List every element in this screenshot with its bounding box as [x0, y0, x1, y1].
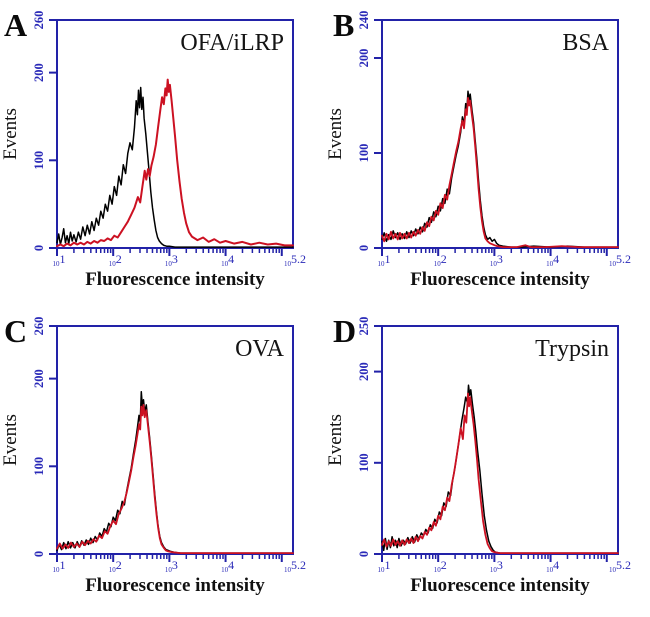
x-tick-label: 104: [546, 558, 559, 574]
red-trace: [56, 78, 294, 248]
panel-a: A Events 101 102 103 104 105.2 0 100 200 260 OFA…: [0, 0, 325, 306]
red-trace: [56, 404, 294, 555]
x-tick-label: 105.2: [609, 252, 631, 268]
y-tick-label: 100: [357, 144, 371, 163]
y-tick-label: 260: [32, 11, 46, 30]
y-tick-label: 100: [32, 151, 46, 170]
panel-letter: D: [333, 313, 356, 349]
plot-area: 101 102 103 104 105.2 0 100 200 240: [357, 11, 631, 268]
x-tick-label: 102: [109, 252, 122, 268]
y-axis-label: Events: [0, 414, 21, 466]
plot-frame: [56, 325, 294, 555]
y-tick-label: 200: [32, 63, 46, 82]
x-tick-label: 105.2: [284, 252, 306, 268]
x-tick-label: 103: [165, 252, 178, 268]
y-tick-label: 240: [357, 11, 371, 30]
x-tick-label: 101: [378, 558, 391, 574]
panel-title: OFA/iLRP: [180, 30, 284, 56]
y-tick-label: 0: [32, 245, 46, 251]
x-tick-label: 104: [221, 252, 234, 268]
panel-c: C Events 101 102 103 104 105.2 0 100 200 260 OVA…: [0, 306, 325, 612]
panel-d-chart: D Events 101 102 103 104 105.2 0 100 200 250 Try…: [325, 313, 631, 596]
x-tick-label: 103: [490, 252, 503, 268]
panel-letter: C: [4, 313, 27, 349]
y-tick-label: 0: [357, 551, 371, 557]
x-axis-label: Fluorescence intensity: [85, 575, 265, 596]
y-tick-label: 200: [357, 49, 371, 68]
y-tick-label: 100: [357, 453, 371, 472]
plot-area: 101 102 103 104 105.2 0 100 200 250: [357, 317, 631, 574]
x-tick-label: 102: [434, 558, 447, 574]
black-trace: [56, 391, 294, 554]
x-tick-label: 102: [434, 252, 447, 268]
panel-letter: A: [4, 7, 27, 43]
y-tick-label: 100: [32, 457, 46, 476]
x-tick-label: 102: [109, 558, 122, 574]
y-axis-label: Events: [0, 108, 21, 160]
plot-area: 101 102 103 104 105.2 0 100 200 260: [32, 317, 306, 574]
black-trace: [381, 384, 619, 554]
x-tick-label: 104: [221, 558, 234, 574]
plot-frame: [381, 19, 619, 249]
y-axis-label: Events: [325, 108, 346, 160]
y-tick-label: 200: [357, 362, 371, 381]
x-tick-label: 103: [165, 558, 178, 574]
panel-a-chart: A Events 101 102 103 104 105.2 0 100 200 260 OFA…: [0, 7, 306, 290]
black-trace: [381, 90, 619, 248]
y-tick-label: 0: [32, 551, 46, 557]
y-tick-label: 0: [357, 245, 371, 251]
x-tick-label: 104: [546, 252, 559, 268]
red-trace: [381, 392, 619, 555]
x-tick-label: 101: [378, 252, 391, 268]
x-tick-label: 105.2: [609, 558, 631, 574]
panel-title: BSA: [562, 30, 609, 56]
panel-b: B Events 101 102 103 104 105.2 0 100 200 240 BSA…: [325, 0, 650, 306]
panel-letter: B: [333, 7, 354, 43]
x-tick-label: 103: [490, 558, 503, 574]
panel-b-chart: B Events 101 102 103 104 105.2 0 100 200 240 BSA…: [325, 7, 631, 290]
x-axis-label: Fluorescence intensity: [85, 269, 265, 290]
panel-d: D Events 101 102 103 104 105.2 0 100 200 250 Try…: [325, 306, 650, 612]
red-trace: [381, 97, 619, 249]
x-axis-label: Fluorescence intensity: [410, 269, 590, 290]
panel-title: Trypsin: [535, 336, 609, 362]
x-axis-label: Fluorescence intensity: [410, 575, 590, 596]
y-tick-label: 250: [357, 317, 371, 336]
panel-c-chart: C Events 101 102 103 104 105.2 0 100 200 260 OVA…: [0, 313, 306, 596]
x-tick-label: 105.2: [284, 558, 306, 574]
y-tick-label: 260: [32, 317, 46, 336]
x-tick-label: 101: [53, 558, 66, 574]
black-trace: [56, 86, 294, 248]
y-tick-label: 200: [32, 369, 46, 388]
plot-frame: [56, 19, 294, 249]
x-tick-label: 101: [53, 252, 66, 268]
plot-area: 101 102 103 104 105.2 0 100 200 260: [32, 11, 306, 268]
panel-title: OVA: [235, 336, 285, 362]
y-axis-label: Events: [325, 414, 346, 466]
